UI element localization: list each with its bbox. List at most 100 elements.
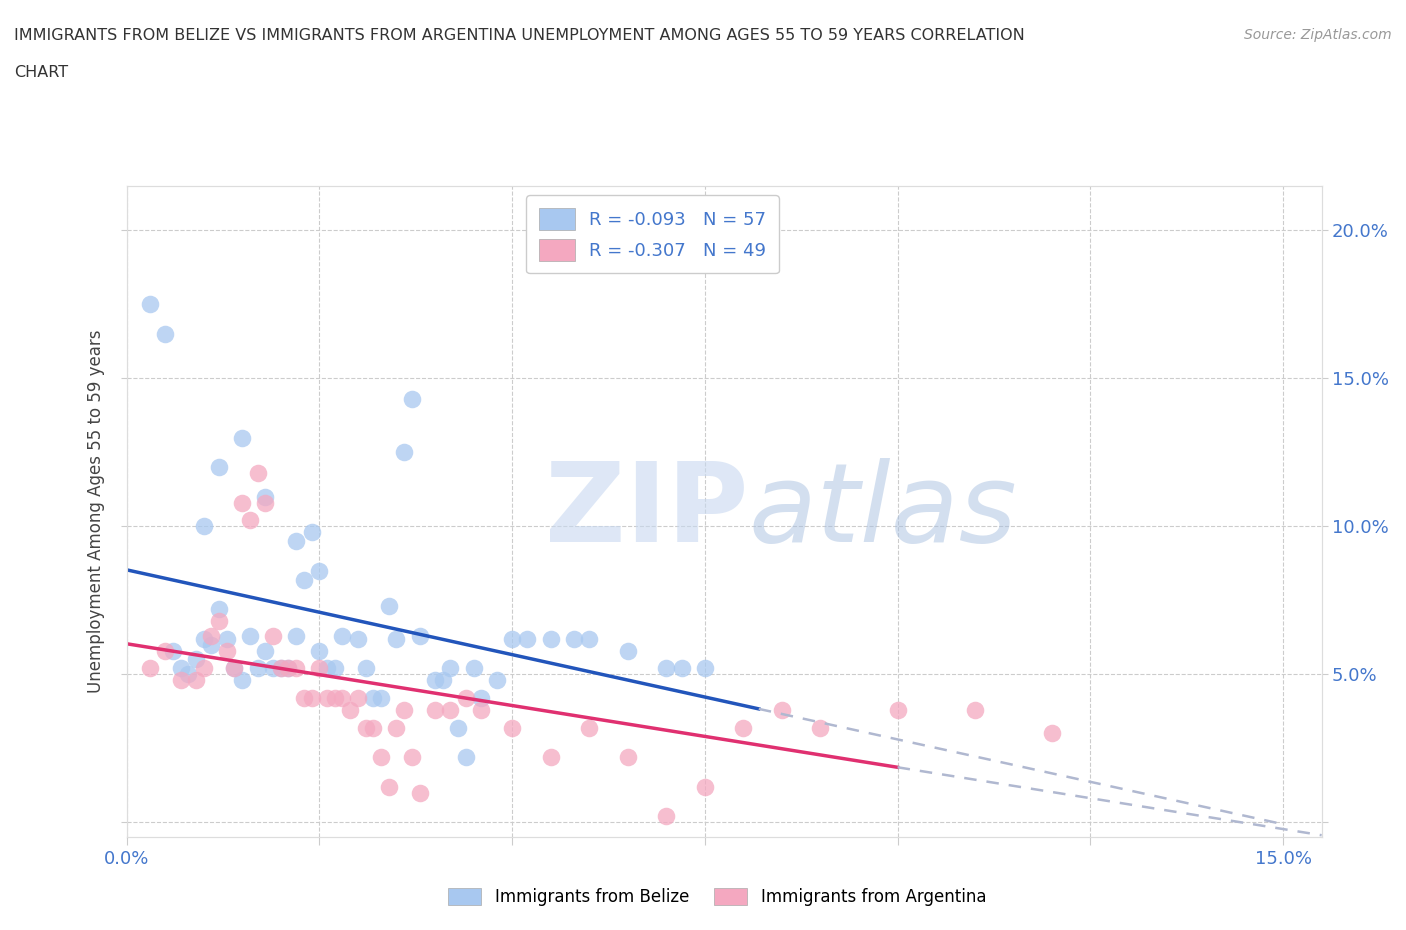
Point <box>693 779 716 794</box>
Point <box>246 466 269 481</box>
Point <box>470 702 492 717</box>
Point <box>616 750 638 764</box>
Point <box>292 690 315 705</box>
Point <box>616 644 638 658</box>
Point <box>655 809 678 824</box>
Point <box>454 750 477 764</box>
Point <box>578 631 600 646</box>
Legend: Immigrants from Belize, Immigrants from Argentina: Immigrants from Belize, Immigrants from … <box>441 881 993 912</box>
Point <box>886 702 908 717</box>
Point <box>401 392 423 406</box>
Point <box>377 779 399 794</box>
Point <box>447 720 470 735</box>
Point <box>693 661 716 676</box>
Point <box>463 661 485 676</box>
Point <box>308 564 330 578</box>
Point <box>208 459 231 474</box>
Point <box>323 661 346 676</box>
Point <box>332 629 354 644</box>
Point <box>308 661 330 676</box>
Point <box>316 661 339 676</box>
Point <box>671 661 693 676</box>
Point <box>254 489 277 504</box>
Point <box>184 652 207 667</box>
Point <box>339 702 361 717</box>
Point <box>392 445 415 459</box>
Point <box>1040 726 1063 741</box>
Point <box>262 661 284 676</box>
Point <box>385 631 408 646</box>
Point <box>277 661 299 676</box>
Point <box>239 629 262 644</box>
Point <box>439 702 461 717</box>
Point <box>562 631 585 646</box>
Point <box>655 661 678 676</box>
Point <box>193 519 215 534</box>
Point <box>301 690 323 705</box>
Point <box>540 750 562 764</box>
Point <box>193 631 215 646</box>
Point <box>169 672 191 687</box>
Point <box>292 572 315 587</box>
Point <box>254 644 277 658</box>
Point <box>963 702 986 717</box>
Point <box>316 690 339 705</box>
Point <box>354 720 377 735</box>
Y-axis label: Unemployment Among Ages 55 to 59 years: Unemployment Among Ages 55 to 59 years <box>87 330 105 693</box>
Point <box>370 690 392 705</box>
Point <box>200 629 222 644</box>
Point <box>224 661 246 676</box>
Point <box>246 661 269 676</box>
Point <box>770 702 793 717</box>
Point <box>485 672 508 687</box>
Legend: R = -0.093   N = 57, R = -0.307   N = 49: R = -0.093 N = 57, R = -0.307 N = 49 <box>526 195 779 273</box>
Point <box>138 297 160 312</box>
Point <box>354 661 377 676</box>
Point <box>193 661 215 676</box>
Point <box>208 602 231 617</box>
Point <box>231 672 253 687</box>
Point <box>323 690 346 705</box>
Point <box>423 672 446 687</box>
Point <box>470 690 492 705</box>
Point <box>370 750 392 764</box>
Point <box>285 661 308 676</box>
Text: atlas: atlas <box>748 458 1017 565</box>
Point <box>501 720 523 735</box>
Point <box>262 629 284 644</box>
Point <box>153 326 176 341</box>
Point <box>224 661 246 676</box>
Point <box>215 644 238 658</box>
Text: IMMIGRANTS FROM BELIZE VS IMMIGRANTS FROM ARGENTINA UNEMPLOYMENT AMONG AGES 55 T: IMMIGRANTS FROM BELIZE VS IMMIGRANTS FRO… <box>14 28 1025 43</box>
Text: CHART: CHART <box>14 65 67 80</box>
Point <box>270 661 292 676</box>
Point <box>215 631 238 646</box>
Point <box>423 702 446 717</box>
Point <box>501 631 523 646</box>
Point <box>301 525 323 539</box>
Point <box>153 644 176 658</box>
Point <box>208 614 231 629</box>
Point <box>138 661 160 676</box>
Point <box>733 720 755 735</box>
Point <box>432 672 454 687</box>
Point <box>184 672 207 687</box>
Point <box>361 720 384 735</box>
Point <box>401 750 423 764</box>
Point <box>377 599 399 614</box>
Point <box>308 644 330 658</box>
Point <box>162 644 184 658</box>
Point <box>285 534 308 549</box>
Point <box>810 720 832 735</box>
Point <box>285 629 308 644</box>
Point <box>169 661 191 676</box>
Point <box>254 495 277 510</box>
Point <box>200 637 222 652</box>
Point <box>439 661 461 676</box>
Point <box>177 667 200 682</box>
Point <box>540 631 562 646</box>
Point <box>277 661 299 676</box>
Point <box>516 631 538 646</box>
Point <box>347 690 370 705</box>
Point <box>332 690 354 705</box>
